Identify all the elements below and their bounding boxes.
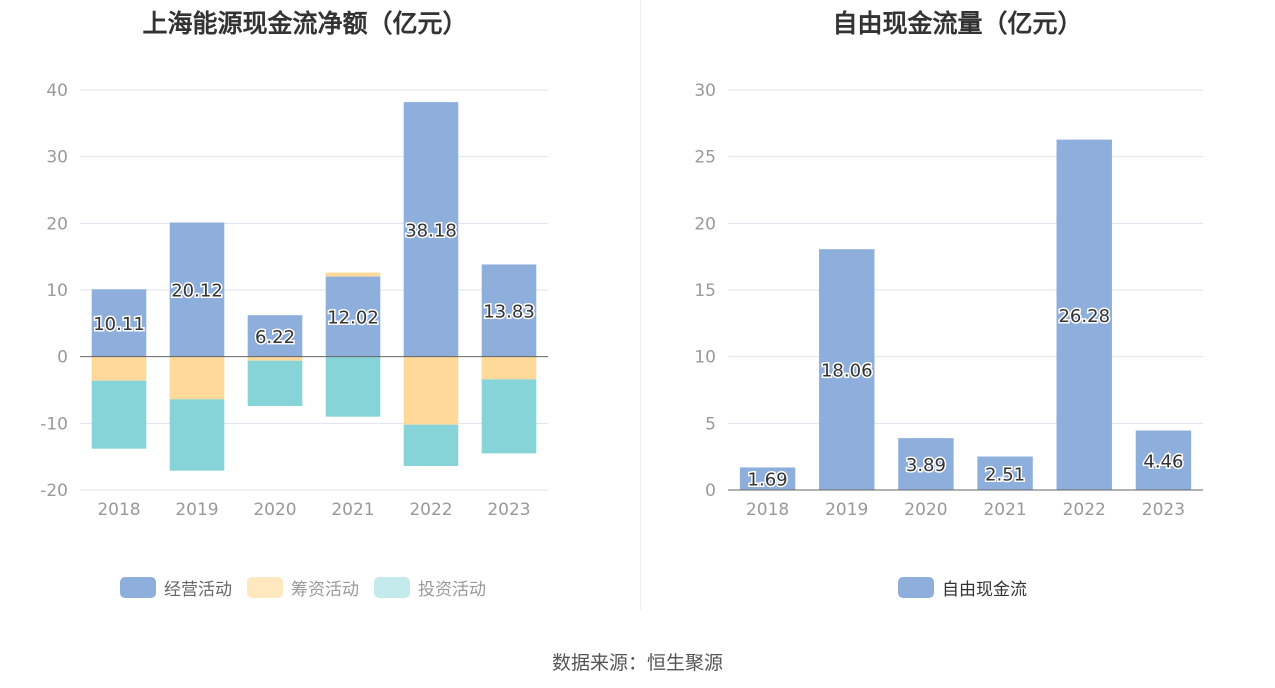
y-tick-label: 40: [46, 81, 68, 101]
legend-swatch-investing: [374, 576, 410, 598]
bar-primary: [481, 264, 537, 357]
x-tick-label: 2022: [409, 500, 452, 520]
legend-item-operating[interactable]: 经营活动: [120, 575, 232, 600]
y-tick-label: 10: [46, 281, 68, 301]
legend-swatch-financing: [247, 576, 283, 598]
bar-primary: [1135, 430, 1192, 490]
y-tick-label: 20: [46, 214, 68, 234]
legend-label-investing: 投资活动: [418, 579, 486, 600]
data-label: 1.69: [748, 470, 788, 491]
x-tick-label: 2022: [1063, 500, 1106, 520]
x-tick-label: 2020: [904, 500, 947, 520]
x-tick-label: 2018: [97, 500, 140, 520]
bar-investing: [91, 380, 147, 449]
x-tick-label: 2020: [253, 500, 296, 520]
data-label: 10.11: [93, 314, 145, 335]
chart-divider: [640, 0, 641, 610]
bar-investing: [325, 356, 381, 417]
bar-primary: [739, 467, 796, 490]
legend-label-financing: 筹资活动: [291, 579, 359, 600]
bar-primary: [403, 102, 459, 357]
bar-investing: [403, 424, 459, 466]
y-tick-label: 30: [694, 81, 716, 101]
data-label: 12.02: [327, 308, 379, 329]
legend-swatch-operating: [120, 576, 156, 598]
bar-financing: [91, 356, 147, 381]
y-tick-label: 0: [705, 481, 716, 501]
bar-investing: [247, 360, 303, 406]
bar-primary: [247, 315, 303, 357]
y-tick-label: -10: [40, 414, 68, 434]
bar-primary: [91, 289, 147, 357]
bar-primary: [325, 276, 381, 357]
x-tick-label: 2018: [746, 500, 789, 520]
bar-financing: [403, 356, 459, 425]
y-tick-label: 20: [694, 214, 716, 234]
bar-financing: [325, 272, 381, 277]
left-chart-legend: 经营活动 筹资活动 投资活动: [120, 575, 486, 600]
data-label: 26.28: [1058, 306, 1110, 327]
data-label: 4.46: [1143, 451, 1183, 472]
data-source-note: 数据来源：恒生聚源: [551, 652, 723, 674]
x-tick-label: 2019: [825, 500, 868, 520]
x-tick-label: 2023: [487, 500, 530, 520]
x-tick-label: 2021: [331, 500, 374, 520]
data-label: 18.06: [821, 361, 873, 382]
bar-primary: [1056, 139, 1112, 490]
bar-investing: [481, 379, 537, 454]
bar-primary: [898, 438, 954, 490]
legend-label-free-cash-flow: 自由现金流: [942, 579, 1027, 600]
left-chart-title: 上海能源现金流净额（亿元）: [142, 9, 468, 38]
y-tick-label: 15: [694, 281, 716, 301]
data-label: 2.51: [985, 464, 1025, 485]
y-tick-label: 5: [705, 414, 716, 434]
legend-label-operating: 经营活动: [164, 579, 232, 600]
y-tick-label: 10: [694, 348, 716, 368]
x-tick-label: 2023: [1142, 500, 1185, 520]
data-label: 20.12: [171, 281, 223, 302]
legend-item-financing[interactable]: 筹资活动: [247, 575, 359, 600]
free-cash-flow-chart: 30 25 20 15 10 5 0 2018 2019 2020 2021 2022 2023 1.69…: [694, 81, 1203, 520]
right-chart-title: 自由现金流量（亿元）: [832, 9, 1083, 38]
bar-primary: [819, 249, 875, 490]
legend-item-free-cash-flow[interactable]: 自由现金流: [898, 575, 1027, 600]
data-label: 3.89: [906, 455, 946, 476]
data-label: 13.83: [483, 302, 535, 323]
legend-item-investing[interactable]: 投资活动: [374, 575, 486, 600]
right-chart-legend: 自由现金流: [898, 575, 1027, 600]
y-tick-label: 25: [694, 148, 716, 168]
data-label: 6.22: [255, 327, 295, 348]
y-tick-label: 0: [57, 348, 68, 368]
bar-investing: [169, 399, 225, 471]
bar-financing: [481, 356, 537, 380]
x-tick-label: 2019: [175, 500, 218, 520]
bar-primary: [977, 456, 1033, 490]
legend-swatch-free-cash-flow: [898, 576, 934, 598]
data-label: 38.18: [405, 220, 457, 241]
y-tick-label: 30: [46, 148, 68, 168]
x-tick-label: 2021: [983, 500, 1026, 520]
cash-flow-chart: 40 30 20 10 0 -10 -20 2018 2019 2020 2021 2022 2023 1…: [40, 81, 548, 520]
bar-financing: [169, 356, 225, 400]
bar-primary: [169, 222, 225, 357]
y-tick-label: -20: [40, 481, 68, 501]
bar-financing: [247, 356, 303, 361]
